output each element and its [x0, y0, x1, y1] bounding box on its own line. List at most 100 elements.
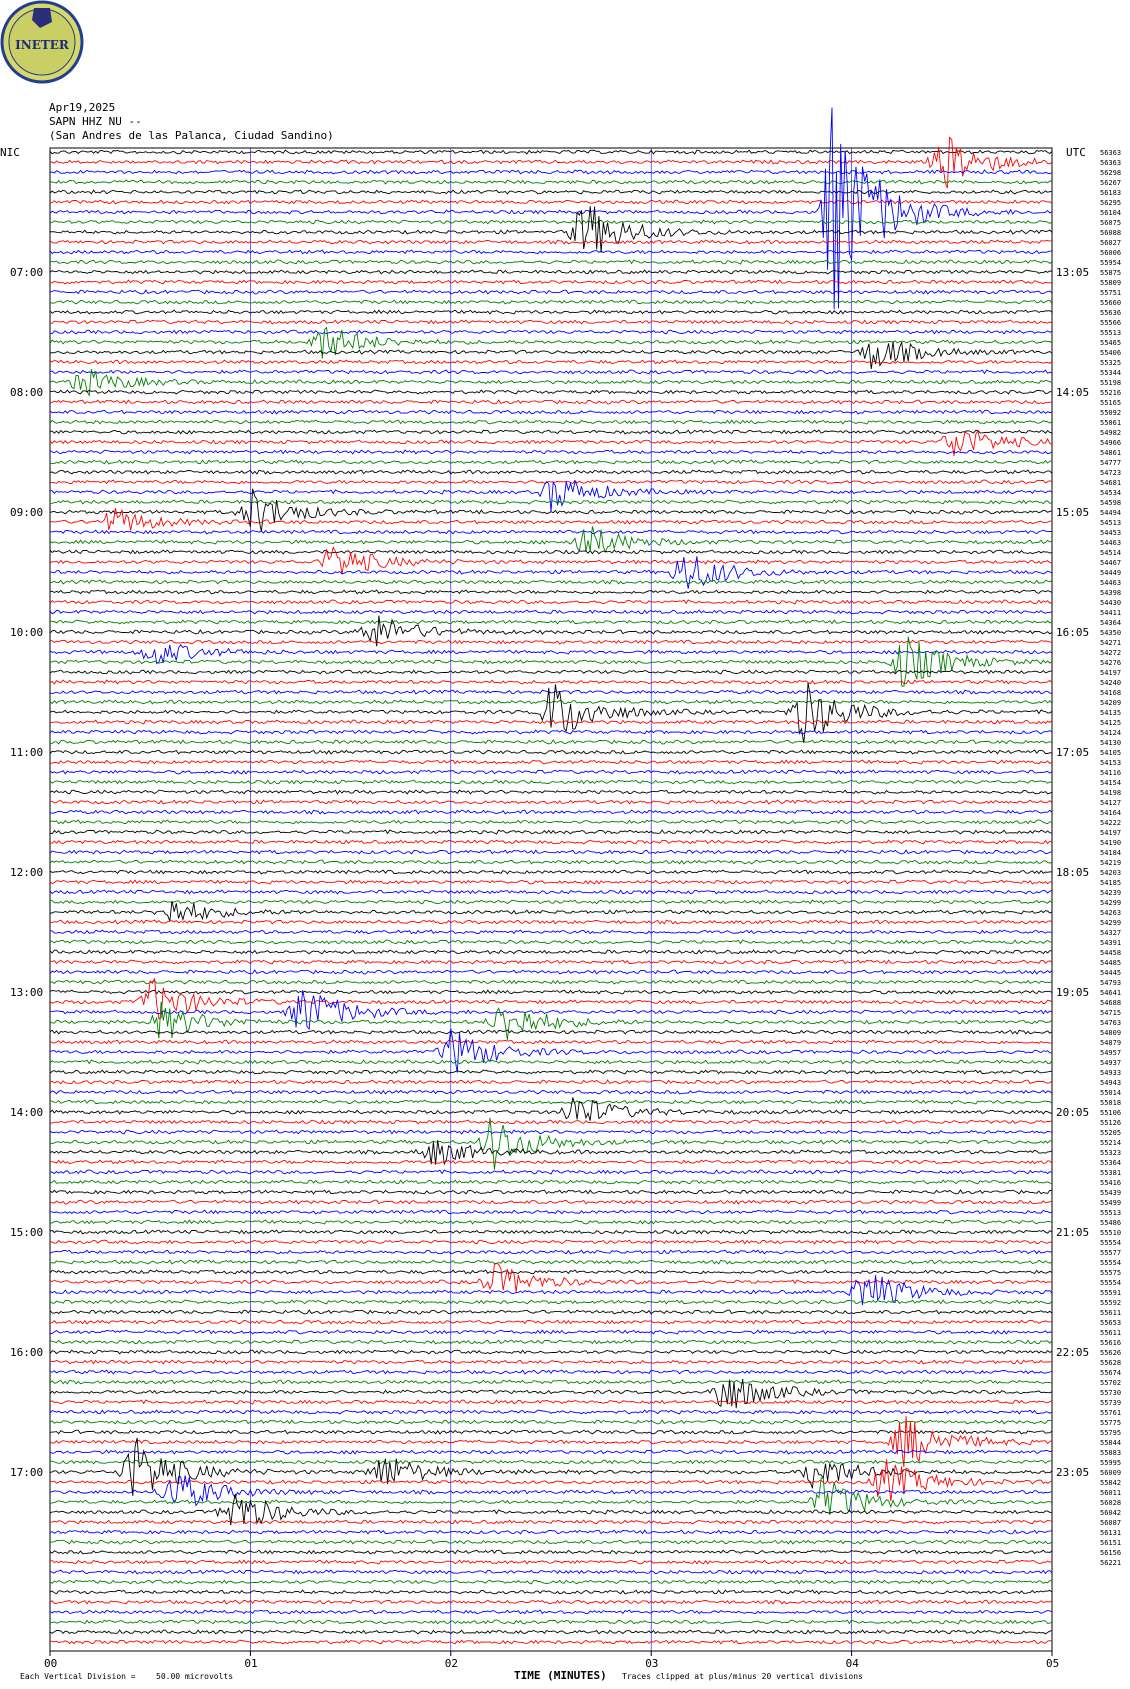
row-value-label: 54763	[1100, 1019, 1121, 1027]
row-value-label: 55205	[1100, 1129, 1121, 1137]
row-value-label: 54153	[1100, 759, 1121, 767]
trace-row-102	[49, 1169, 1053, 1175]
trace-row-81	[49, 959, 1053, 965]
row-value-label: 54271	[1100, 639, 1121, 647]
right-time-label: 23:05	[1056, 1466, 1089, 1479]
right-time-label: 21:05	[1056, 1226, 1089, 1239]
right-time-label: 17:05	[1056, 746, 1089, 759]
trace-row-59	[49, 739, 1053, 745]
row-value-label: 54184	[1100, 849, 1121, 857]
trace-row-39	[49, 526, 1053, 554]
trace-row-64	[49, 789, 1053, 795]
row-value-label: 54494	[1100, 509, 1121, 517]
trace-row-19	[49, 326, 1053, 359]
right-time-label: 16:05	[1056, 626, 1089, 639]
trace-row-74	[49, 889, 1053, 895]
trace-row-85	[49, 978, 1053, 1020]
row-value-label: 54777	[1100, 459, 1121, 467]
trace-row-79	[49, 939, 1053, 945]
row-value-label: 55616	[1100, 1339, 1121, 1347]
trace-row-103	[49, 1179, 1053, 1185]
trace-row-122	[49, 1369, 1053, 1375]
trace-row-61	[49, 759, 1053, 765]
x-tick-label: 00	[44, 1657, 57, 1670]
trace-row-143	[49, 1579, 1053, 1585]
trace-row-28	[49, 429, 1053, 435]
row-value-label: 55126	[1100, 1119, 1121, 1127]
row-value-label: 54168	[1100, 689, 1121, 697]
row-value-label: 54350	[1100, 629, 1121, 637]
trace-row-0	[49, 149, 1053, 155]
row-value-label: 54598	[1100, 499, 1121, 507]
trace-row-1	[49, 136, 1053, 189]
trace-row-111	[49, 1259, 1053, 1265]
trace-row-97	[49, 1119, 1053, 1125]
row-value-label: 55092	[1100, 409, 1121, 417]
trace-row-90	[49, 1028, 1053, 1073]
trace-row-13	[49, 279, 1053, 285]
row-value-label: 55513	[1100, 329, 1121, 337]
trace-row-100	[49, 1140, 1053, 1166]
row-value-label: 54445	[1100, 969, 1121, 977]
row-value-label: 54723	[1100, 469, 1121, 477]
row-value-label: 56009	[1100, 1469, 1121, 1477]
trace-row-57	[49, 719, 1053, 725]
row-value-label: 54272	[1100, 649, 1121, 657]
row-value-label: 55566	[1100, 319, 1121, 327]
trace-row-73	[49, 879, 1053, 885]
row-value-label: 55439	[1100, 1189, 1121, 1197]
row-value-label: 55775	[1100, 1419, 1121, 1427]
row-value-labels: 56363 56363 56298 56267 56183 56295 56104 56075…	[1100, 149, 1121, 1567]
trace-row-110	[49, 1249, 1053, 1255]
row-value-label: 55702	[1100, 1379, 1121, 1387]
row-value-label: 54458	[1100, 949, 1121, 957]
left-time-label: 08:00	[10, 386, 43, 399]
row-value-label: 56027	[1100, 239, 1121, 247]
row-value-label: 54514	[1100, 549, 1121, 557]
row-value-label: 55761	[1100, 1409, 1121, 1417]
trace-row-86	[49, 990, 1053, 1031]
trace-row-131	[49, 1459, 1053, 1465]
trace-row-146	[49, 1609, 1053, 1615]
row-value-label: 56087	[1100, 1519, 1121, 1527]
x-axis-ticks: 00 01 02 03 04 05	[44, 1651, 1059, 1670]
trace-row-54	[49, 689, 1052, 695]
row-value-label: 54276	[1100, 659, 1121, 667]
trace-row-30	[49, 449, 1053, 455]
row-value-label: 54982	[1100, 429, 1121, 437]
trace-row-9	[49, 239, 1053, 245]
trace-row-130	[49, 1449, 1053, 1455]
row-value-label: 54164	[1100, 809, 1121, 817]
trace-row-104	[49, 1189, 1053, 1195]
trace-row-107	[49, 1219, 1053, 1225]
row-value-label: 54299	[1100, 899, 1121, 907]
x-tick-label: 03	[645, 1657, 658, 1670]
trace-row-48	[49, 615, 1053, 647]
row-value-label: 55795	[1100, 1429, 1121, 1437]
trace-row-91	[49, 1059, 1053, 1065]
row-value-label: 54240	[1100, 679, 1121, 687]
right-time-label: 20:05	[1056, 1106, 1089, 1119]
row-value-label: 55406	[1100, 349, 1121, 357]
trace-row-5	[49, 199, 1053, 205]
row-value-label: 55061	[1100, 419, 1121, 427]
row-value-label: 55751	[1100, 289, 1121, 297]
row-value-label: 54197	[1100, 669, 1121, 677]
right-time-label: 18:05	[1056, 866, 1089, 879]
row-value-label: 54127	[1100, 799, 1121, 807]
trace-row-118	[49, 1329, 1053, 1335]
trace-row-135	[49, 1477, 1053, 1516]
row-value-label: 55636	[1100, 309, 1121, 317]
footer-clip-note: Traces clipped at plus/minus 20 vertical…	[622, 1672, 863, 1681]
row-value-label: 56156	[1100, 1549, 1121, 1557]
row-value-label: 55592	[1100, 1299, 1121, 1307]
left-time-label: 14:00	[10, 1106, 43, 1119]
trace-row-123	[49, 1379, 1053, 1385]
row-value-label: 55513	[1100, 1209, 1121, 1217]
plot-frame	[49, 147, 1053, 1652]
trace-row-105	[49, 1199, 1053, 1205]
row-value-label: 55730	[1100, 1389, 1121, 1397]
row-value-label: 54391	[1100, 939, 1121, 947]
row-value-label: 55381	[1100, 1169, 1121, 1177]
header-date: Apr19,2025	[49, 101, 115, 114]
